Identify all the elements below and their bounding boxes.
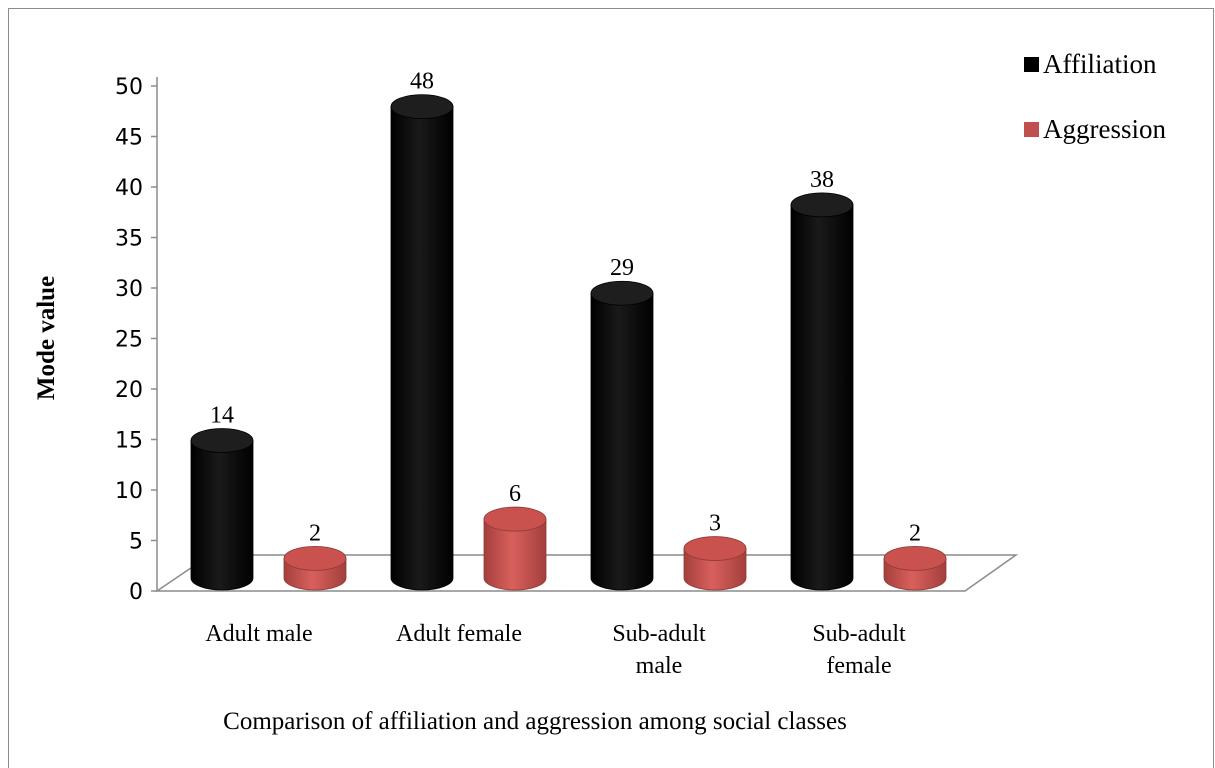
x-tick-label: Sub-adult xyxy=(812,621,906,647)
bar-top xyxy=(590,280,654,306)
bar-aggression-0 xyxy=(283,545,347,591)
bar-top xyxy=(390,94,454,120)
y-axis-title: Mode value xyxy=(33,276,60,400)
bar-top xyxy=(683,536,747,561)
x-tick-label: male xyxy=(636,653,683,679)
bars xyxy=(190,94,947,591)
y-tick-label: 0 xyxy=(129,580,143,605)
data-label: 2 xyxy=(909,520,921,546)
data-label: 38 xyxy=(810,167,834,193)
bar-aggression-2 xyxy=(683,536,747,591)
bar-affiliation-1 xyxy=(390,94,454,591)
y-tick-label: 25 xyxy=(115,328,143,353)
data-label: 3 xyxy=(709,511,721,537)
category-axis: Adult male Adult female Sub-adult male Sub-a… xyxy=(205,621,906,679)
data-label: 48 xyxy=(410,69,434,95)
bar-aggression-3 xyxy=(883,545,947,591)
y-tick-label: 40 xyxy=(115,176,143,201)
y-tick-label: 20 xyxy=(115,378,143,403)
x-tick-label: Adult female xyxy=(396,621,522,647)
legend-label-aggression: Aggression xyxy=(1043,114,1166,144)
y-tick-label: 15 xyxy=(115,429,143,454)
legend-swatch-affiliation xyxy=(1024,57,1039,72)
x-tick-label: female xyxy=(826,653,891,679)
data-label: 29 xyxy=(610,255,634,281)
y-tick-label: 50 xyxy=(115,75,143,100)
bar-top xyxy=(283,545,347,571)
data-labels: 14 2 48 6 29 3 38 2 xyxy=(210,69,921,547)
legend-label-affiliation: Affiliation xyxy=(1043,49,1157,79)
bar-body xyxy=(483,518,547,591)
legend: Affiliation Aggression xyxy=(1024,49,1166,144)
value-axis: 0 5 10 15 20 25 30 35 40 45 50 xyxy=(115,75,158,605)
y-tick-label: 45 xyxy=(115,126,143,151)
bar-body xyxy=(390,106,454,591)
x-axis-title: Comparison of affiliation and aggression… xyxy=(223,708,847,735)
bar-top xyxy=(483,506,547,532)
bar-top xyxy=(190,428,254,453)
data-label: 2 xyxy=(309,520,321,546)
legend-swatch-aggression xyxy=(1024,122,1039,137)
x-tick-label: Adult male xyxy=(205,621,312,647)
data-label: 14 xyxy=(210,403,234,429)
bar-affiliation-0 xyxy=(190,428,254,591)
y-tick-label: 10 xyxy=(115,479,143,504)
bar-aggression-1 xyxy=(483,506,547,591)
bar-body xyxy=(790,204,854,591)
bar-top xyxy=(883,545,947,571)
bar-affiliation-3 xyxy=(790,192,854,591)
y-tick-label: 35 xyxy=(115,227,143,252)
chart-frame xyxy=(8,8,1214,768)
bar-body xyxy=(590,292,654,591)
bar-top xyxy=(790,192,854,218)
y-tick-label: 30 xyxy=(115,277,143,302)
y-tick-label: 5 xyxy=(129,530,143,555)
bar-body xyxy=(190,440,254,591)
x-tick-label: Sub-adult xyxy=(612,621,706,647)
bar-affiliation-2 xyxy=(590,280,654,591)
data-label: 6 xyxy=(509,481,521,507)
